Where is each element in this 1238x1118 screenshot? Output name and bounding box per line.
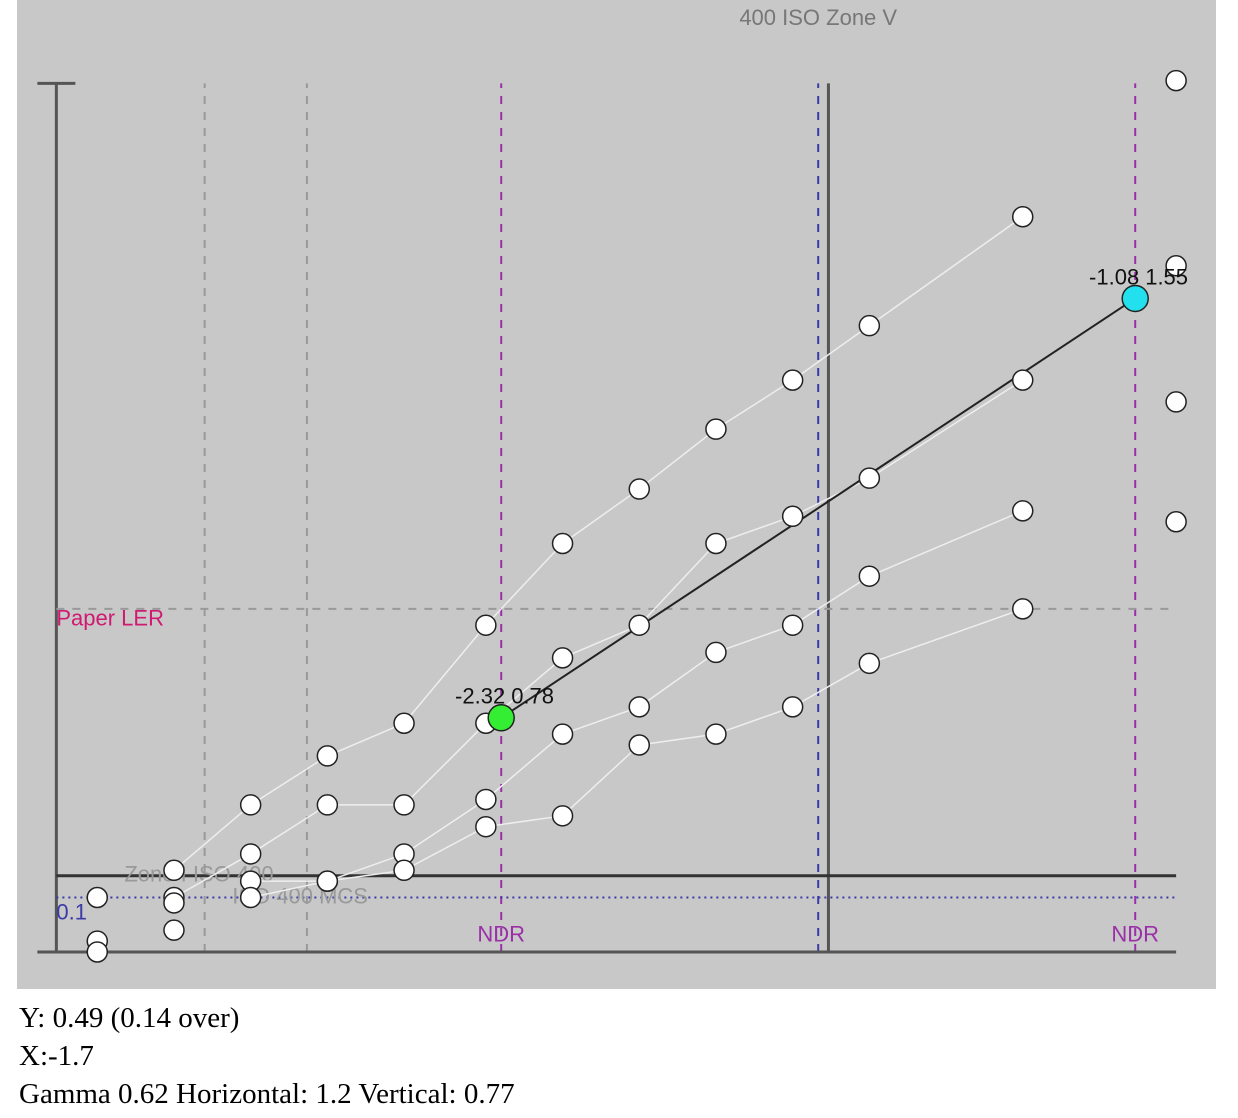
curve-point [705, 641, 727, 664]
marker-y-label: 1.55 [1145, 264, 1188, 289]
annotation: NDR [1111, 921, 1159, 946]
curve-point [781, 505, 804, 528]
curve-point [1011, 500, 1034, 522]
loose-point [86, 886, 109, 909]
curve-point [393, 794, 415, 816]
curve-point [239, 794, 262, 816]
curve-point [858, 314, 881, 337]
annotation: 0.1 [56, 900, 87, 925]
annotation: 400 ISO Zone V [739, 5, 897, 30]
loose-point [1165, 391, 1187, 413]
curve-point [705, 418, 727, 440]
curve-point [705, 723, 727, 745]
readout-x: X:-1.7 [19, 1040, 94, 1072]
curve-point [475, 614, 497, 636]
annotation: NDR [477, 921, 525, 946]
marker-x-label: -1.08 [1089, 264, 1139, 289]
loose-point [1165, 255, 1187, 277]
curve-point [393, 859, 415, 882]
curve-point [316, 870, 339, 892]
plot-background [17, 0, 1216, 989]
fit-line [500, 297, 1136, 719]
loose-point [1165, 510, 1187, 533]
curve-point [781, 369, 804, 391]
curve-point [551, 647, 574, 669]
curve-point [1011, 369, 1034, 391]
curve-point [628, 478, 651, 500]
handle-marker [1121, 284, 1149, 313]
curve-point [781, 696, 804, 718]
readout-y: Y: 0.49 (0.14 over) [19, 1002, 240, 1034]
loose-point [86, 941, 109, 963]
marker-x-label: -2.32 [455, 684, 505, 709]
readout-gamma: Gamma 0.62 Horizontal: 1.2 Vertical: 0.7… [19, 1078, 515, 1110]
curve-point [551, 805, 574, 827]
curve-point [858, 652, 881, 675]
curve-point [858, 565, 881, 587]
curve-point [628, 696, 651, 718]
annotation: Paper LER [56, 606, 164, 631]
curve-point [1011, 206, 1034, 228]
curve-point [316, 794, 339, 816]
curve-point [551, 723, 574, 745]
loose-point [163, 919, 185, 941]
curve-point [628, 734, 651, 756]
curve [250, 608, 1023, 899]
curve-point [163, 859, 185, 882]
curve-point [858, 467, 881, 489]
curve-point [551, 532, 574, 555]
curve-point [1011, 598, 1034, 620]
curve-point [475, 815, 497, 838]
curve-point [393, 712, 415, 734]
marker-y-label: 0.78 [511, 684, 554, 709]
loose-point [163, 892, 185, 914]
curve-point [316, 745, 339, 767]
curve-point [705, 532, 727, 555]
handle-marker [487, 704, 515, 732]
curve [250, 510, 1024, 882]
curve-point [239, 843, 262, 865]
loose-point [1165, 69, 1187, 92]
curve-point [239, 886, 262, 909]
curve-point [628, 614, 651, 636]
curve-point [475, 788, 497, 811]
curve-point [781, 614, 804, 636]
